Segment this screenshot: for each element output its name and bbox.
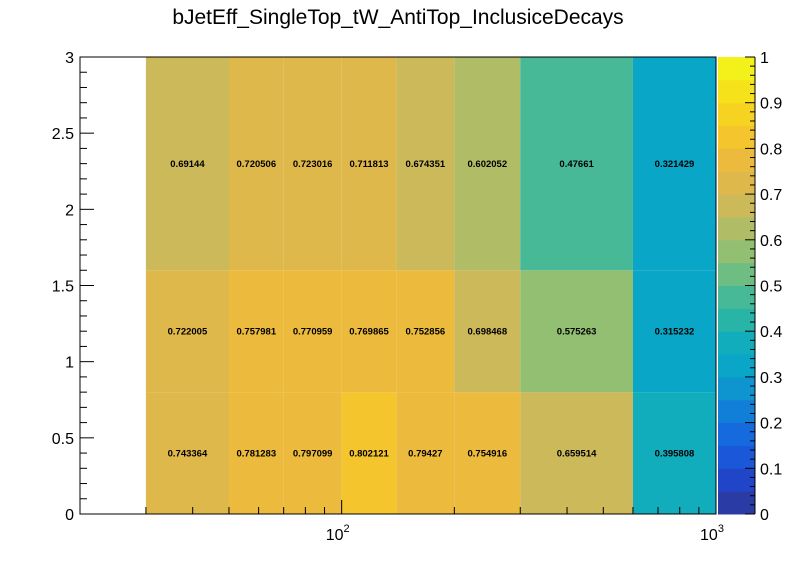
cell-value-label: 0.752856 [406,327,446,338]
colorbar-swatch [718,57,755,81]
x-tick-label: 103 [700,523,724,544]
colorbar-swatch [718,171,755,195]
colorbar-tick-label: 0.3 [760,370,782,387]
heatmap-cell [396,392,455,514]
colorbar-swatch [718,354,755,378]
cell-value-label: 0.757981 [237,327,277,338]
heatmap-cell [145,392,229,514]
cell-value-label: 0.781283 [237,449,277,460]
colorbar-swatch [718,239,755,264]
cell-value-label: 0.743364 [168,449,208,460]
heatmap-cell [283,270,342,393]
cell-value-label: 0.674351 [406,159,446,170]
y-tick-label: 2.5 [52,126,74,143]
heatmap-cell [145,57,229,271]
heatmap-cell [520,57,633,271]
cell-value-label: 0.720506 [237,159,277,170]
y-tick-label: 1 [65,355,74,372]
colorbar-swatch [718,308,755,332]
colorbar-swatch [718,148,755,172]
cell-value-label: 0.770959 [293,327,333,338]
colorbar-tick-label: 0.2 [760,416,782,433]
y-axis: 0 0.5 1 1.5 2 2.5 3 [52,50,94,524]
colorbar-swatch [718,262,755,286]
colorbar-tick-label: 0.8 [760,141,782,158]
heatmap-cell [283,57,342,271]
colorbar-swatch [718,491,755,515]
colorbar-tick-label: 0.5 [760,279,782,296]
cell-value-label: 0.315232 [655,327,695,338]
colorbar-swatch [718,79,755,104]
cell-value-label: 0.722005 [168,327,208,338]
cell-value-label: 0.659514 [557,449,597,460]
heatmap-cell [145,270,229,393]
heatmap-cell [454,57,521,271]
colorbar-swatch [718,399,755,424]
cell-value-label: 0.69144 [170,159,205,170]
heatmap-cell [283,392,342,514]
colorbar: 0 0.1 0.2 0.3 0.4 0.5 0.6 0.7 0.8 0.9 1 [718,50,782,524]
cell-value-label: 0.711813 [349,159,388,170]
cell-value-label: 0.698468 [467,327,507,338]
colorbar-swatch [718,422,755,446]
chart-title: bJetEff_SingleTop_tW_AntiTop_InclusiceDe… [172,6,624,29]
heatmap-cell [228,392,284,514]
heatmap-cells: 0.743364 0.781283 0.797099 0.802121 0.79427 0… [145,57,716,514]
heatmap-cell [228,270,284,393]
cell-value-label: 0.769865 [349,327,389,338]
heatmap-cell [520,392,633,514]
heatmap-cell [454,392,521,514]
colorbar-swatch [718,376,755,401]
colorbar-swatch [718,194,755,218]
y-tick-label: 3 [65,50,74,67]
heatmap-cell [341,270,397,393]
heatmap-cell [341,57,397,271]
colorbar-tick-label: 1 [760,50,769,67]
y-tick-label: 1.5 [52,279,74,296]
colorbar-tick-label: 0.6 [760,233,782,250]
heatmap-cell [632,392,716,514]
heatmap-cell [396,57,455,271]
cell-value-label: 0.802121 [349,449,389,460]
y-tick-label: 2 [65,202,74,219]
colorbar-tick-label: 0.9 [760,96,782,113]
cell-value-label: 0.797099 [293,449,333,460]
colorbar-swatch [718,125,755,149]
cell-value-label: 0.79427 [408,449,442,460]
heatmap-cell [454,270,521,393]
colorbar-swatch [718,285,755,309]
heatmap-cell [341,392,397,514]
cell-value-label: 0.723016 [293,159,333,170]
cell-value-label: 0.602052 [467,159,507,170]
heatmap-cell [632,270,716,393]
cell-value-label: 0.754916 [467,449,507,460]
cell-value-label: 0.47661 [559,159,594,170]
colorbar-tick-label: 0.4 [760,324,782,341]
colorbar-swatch [718,331,755,355]
cell-value-label: 0.575263 [557,327,597,338]
colorbar-tick-label: 0.1 [760,461,782,478]
heatmap-cell [228,57,284,271]
heatmap-cell [632,57,716,271]
colorbar-tick-label: 0 [760,507,769,524]
heatmap-cell [520,270,633,393]
y-tick-label: 0.5 [52,431,74,448]
colorbar-swatch [718,216,755,241]
colorbar-swatch [718,445,755,469]
cell-value-label: 0.321429 [655,159,695,170]
cell-value-label: 0.395808 [655,449,695,460]
y-tick-label: 0 [65,507,74,524]
colorbar-tick-label: 0.7 [760,187,782,204]
heatmap-cell [396,270,455,393]
x-axis: 102 103 [79,500,724,544]
colorbar-swatch [718,102,755,127]
x-tick-label: 102 [326,523,350,544]
colorbar-swatch [718,468,755,492]
